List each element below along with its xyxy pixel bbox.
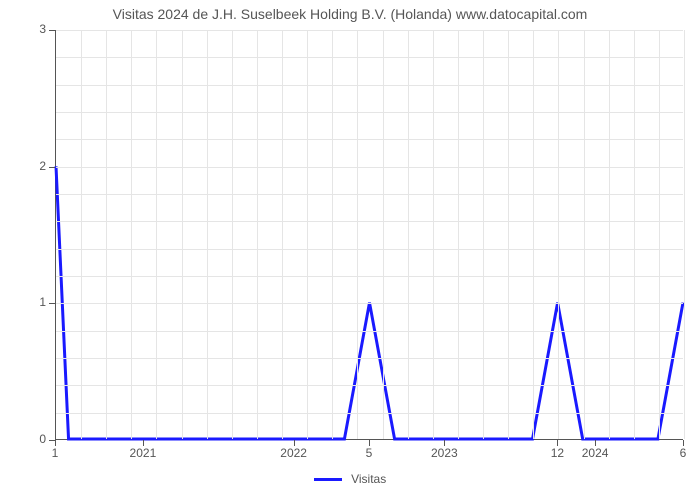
gridline-h-minor [56,358,683,359]
gridline-v [458,30,459,439]
gridline-v [433,30,434,439]
legend-swatch [314,478,342,481]
gridline-v [659,30,660,439]
gridline-v [232,30,233,439]
gridline-h-minor [56,85,683,86]
gridline-v [584,30,585,439]
xtick-label: 2024 [582,446,609,460]
gridline-v [307,30,308,439]
gridline-v [282,30,283,439]
gridline-h [56,303,683,304]
gridline-h [56,167,683,168]
legend-item: Visitas [314,472,386,486]
xtick-label: 6 [680,446,687,460]
gridline-v [81,30,82,439]
gridline-h-minor [56,385,683,386]
chart-container: Visitas 2024 de J.H. Suselbeek Holding B… [0,0,700,500]
ytick-label: 2 [6,159,46,173]
ytick-label: 3 [6,22,46,36]
gridline-v [131,30,132,439]
ytick-label: 1 [6,295,46,309]
gridline-h-minor [56,276,683,277]
xtick-label: 2023 [431,446,458,460]
gridline-h-minor [56,139,683,140]
plot-area [55,30,683,440]
gridline-v [558,30,559,439]
gridline-v [383,30,384,439]
line-series [56,30,683,439]
ytick [49,303,55,304]
ytick [49,30,55,31]
xtick-label: 5 [366,446,373,460]
gridline-v [609,30,610,439]
xtick-label: 1 [52,446,59,460]
gridline-v [408,30,409,439]
gridline-h-minor [56,413,683,414]
gridline-h [56,30,683,31]
gridline-v [257,30,258,439]
xtick-label: 2021 [130,446,157,460]
gridline-v [508,30,509,439]
gridline-v [332,30,333,439]
xtick-label: 2022 [280,446,307,460]
gridline-v [684,30,685,439]
chart-title: Visitas 2024 de J.H. Suselbeek Holding B… [0,6,700,22]
gridline-v [156,30,157,439]
ytick [49,167,55,168]
legend: Visitas [0,470,700,488]
gridline-h-minor [56,194,683,195]
gridline-v [483,30,484,439]
gridline-h-minor [56,57,683,58]
gridline-v [207,30,208,439]
gridline-h-minor [56,112,683,113]
gridline-h-minor [56,221,683,222]
gridline-v [182,30,183,439]
gridline-v [634,30,635,439]
gridline-v [357,30,358,439]
legend-label: Visitas [351,472,386,486]
gridline-h-minor [56,249,683,250]
gridline-h-minor [56,331,683,332]
gridline-v [106,30,107,439]
xtick-label: 12 [551,446,564,460]
gridline-v [533,30,534,439]
ytick-label: 0 [6,432,46,446]
